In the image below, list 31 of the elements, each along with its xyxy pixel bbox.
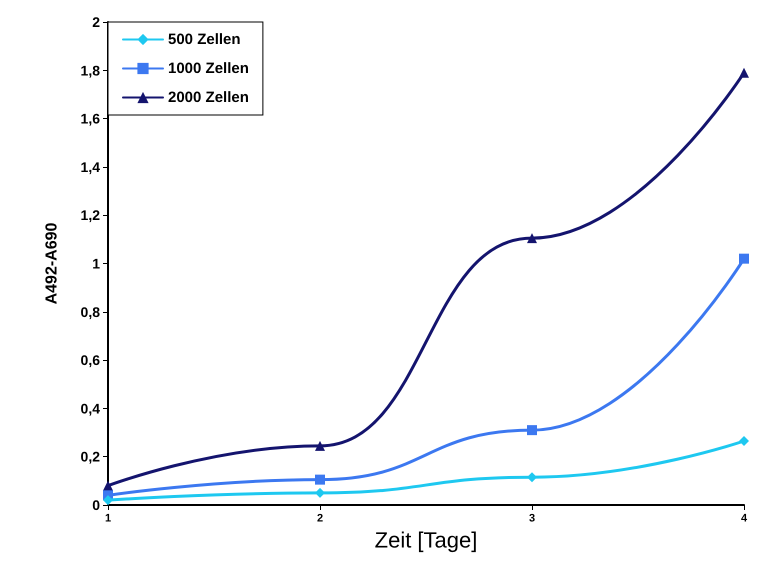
y-tick-label: 0,2 xyxy=(80,448,100,465)
y-tick-label: 2 xyxy=(92,14,100,30)
y-tick-label: 0,6 xyxy=(80,352,100,368)
point xyxy=(527,472,537,482)
point xyxy=(315,488,325,498)
point xyxy=(739,436,749,446)
legend-label: 2000 Zellen xyxy=(168,89,249,106)
point xyxy=(527,425,537,436)
x-tick-label: 1 xyxy=(104,512,112,524)
x-tick-label: 4 xyxy=(740,512,748,524)
y-tick-label: 1,6 xyxy=(80,110,100,127)
y-tick-label: 1,8 xyxy=(80,62,100,78)
point xyxy=(739,254,749,264)
x-tick-label: 3 xyxy=(528,512,536,524)
point xyxy=(527,233,537,244)
y-tick-label: 0 xyxy=(92,497,100,513)
legend-label: 500 Zellen xyxy=(168,31,241,48)
point xyxy=(315,440,325,451)
y-tick-label: 0,8 xyxy=(80,304,100,320)
y-axis-title: A492-A690 xyxy=(44,222,60,304)
point xyxy=(739,68,749,78)
x-axis-title: Zeit [Tage] xyxy=(374,528,478,552)
legend-label: 1000 Zellen xyxy=(168,60,249,77)
point xyxy=(103,480,113,491)
y-tick-label: 0,4 xyxy=(80,400,100,416)
y-tick-label: 1,4 xyxy=(80,158,100,175)
x-tick-label: 2 xyxy=(316,512,324,524)
y-tick-label: 1 xyxy=(92,256,100,272)
point xyxy=(103,495,113,506)
point xyxy=(315,474,325,485)
y-tick-label: 1,2 xyxy=(80,207,100,224)
